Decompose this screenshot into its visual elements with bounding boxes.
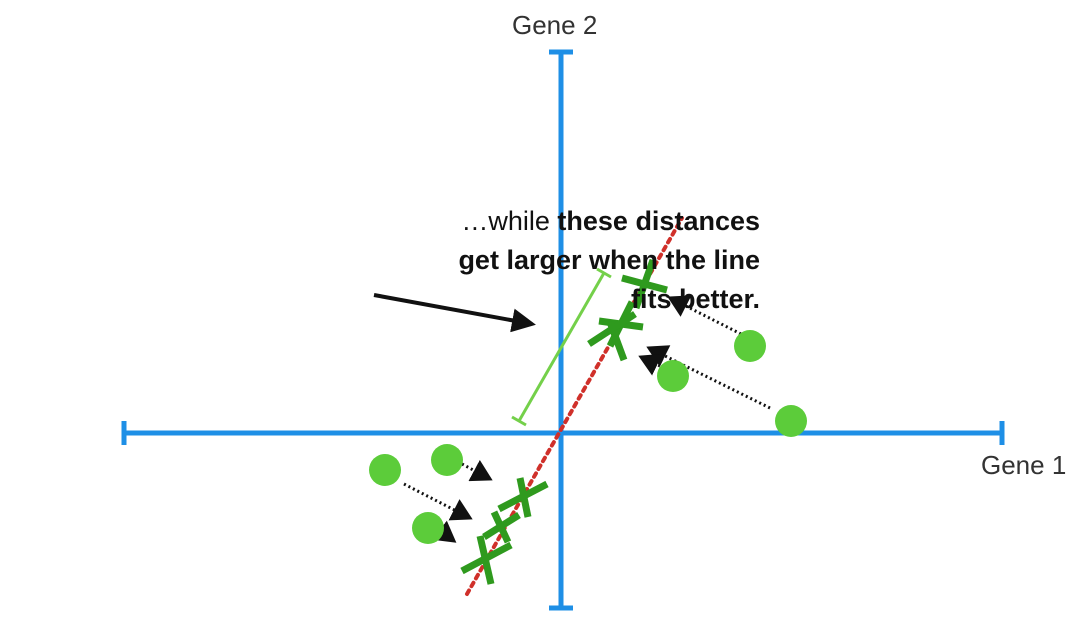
projection-arrow — [403, 482, 473, 521]
annotation-line-2: get larger when the line — [458, 245, 760, 275]
distance-bracket — [511, 267, 612, 427]
projection-x-mark — [497, 477, 549, 518]
data-point — [734, 330, 766, 362]
data-point — [369, 454, 401, 486]
data-point — [412, 512, 444, 544]
projection-arrow — [432, 520, 457, 543]
annotation-line-1-normal: …while — [461, 206, 558, 236]
projected-points — [460, 258, 668, 585]
projection-arrow — [667, 295, 742, 336]
annotation-line-3: fits better. — [630, 284, 760, 314]
data-point — [657, 360, 689, 392]
projection-arrow — [638, 353, 663, 376]
projection-x-mark — [482, 510, 521, 544]
projection-x-mark — [587, 311, 637, 362]
y-axis — [549, 49, 573, 611]
projection-x-mark — [460, 535, 513, 585]
x-axis-label: Gene 1 — [981, 450, 1067, 480]
projection-x-mark — [621, 258, 668, 310]
annotation-arrow — [373, 293, 536, 333]
data-points — [369, 330, 807, 544]
annotation-line-1-bold: these distances — [557, 206, 760, 236]
projection-arrows — [403, 295, 771, 543]
annotation-text: …while these distances get larger when t… — [300, 202, 760, 319]
data-point — [775, 405, 807, 437]
projection-arrow — [461, 459, 493, 482]
y-axis-label: Gene 2 — [512, 10, 598, 40]
annotation-line-1: …while these distances — [300, 202, 760, 241]
data-point — [431, 444, 463, 476]
